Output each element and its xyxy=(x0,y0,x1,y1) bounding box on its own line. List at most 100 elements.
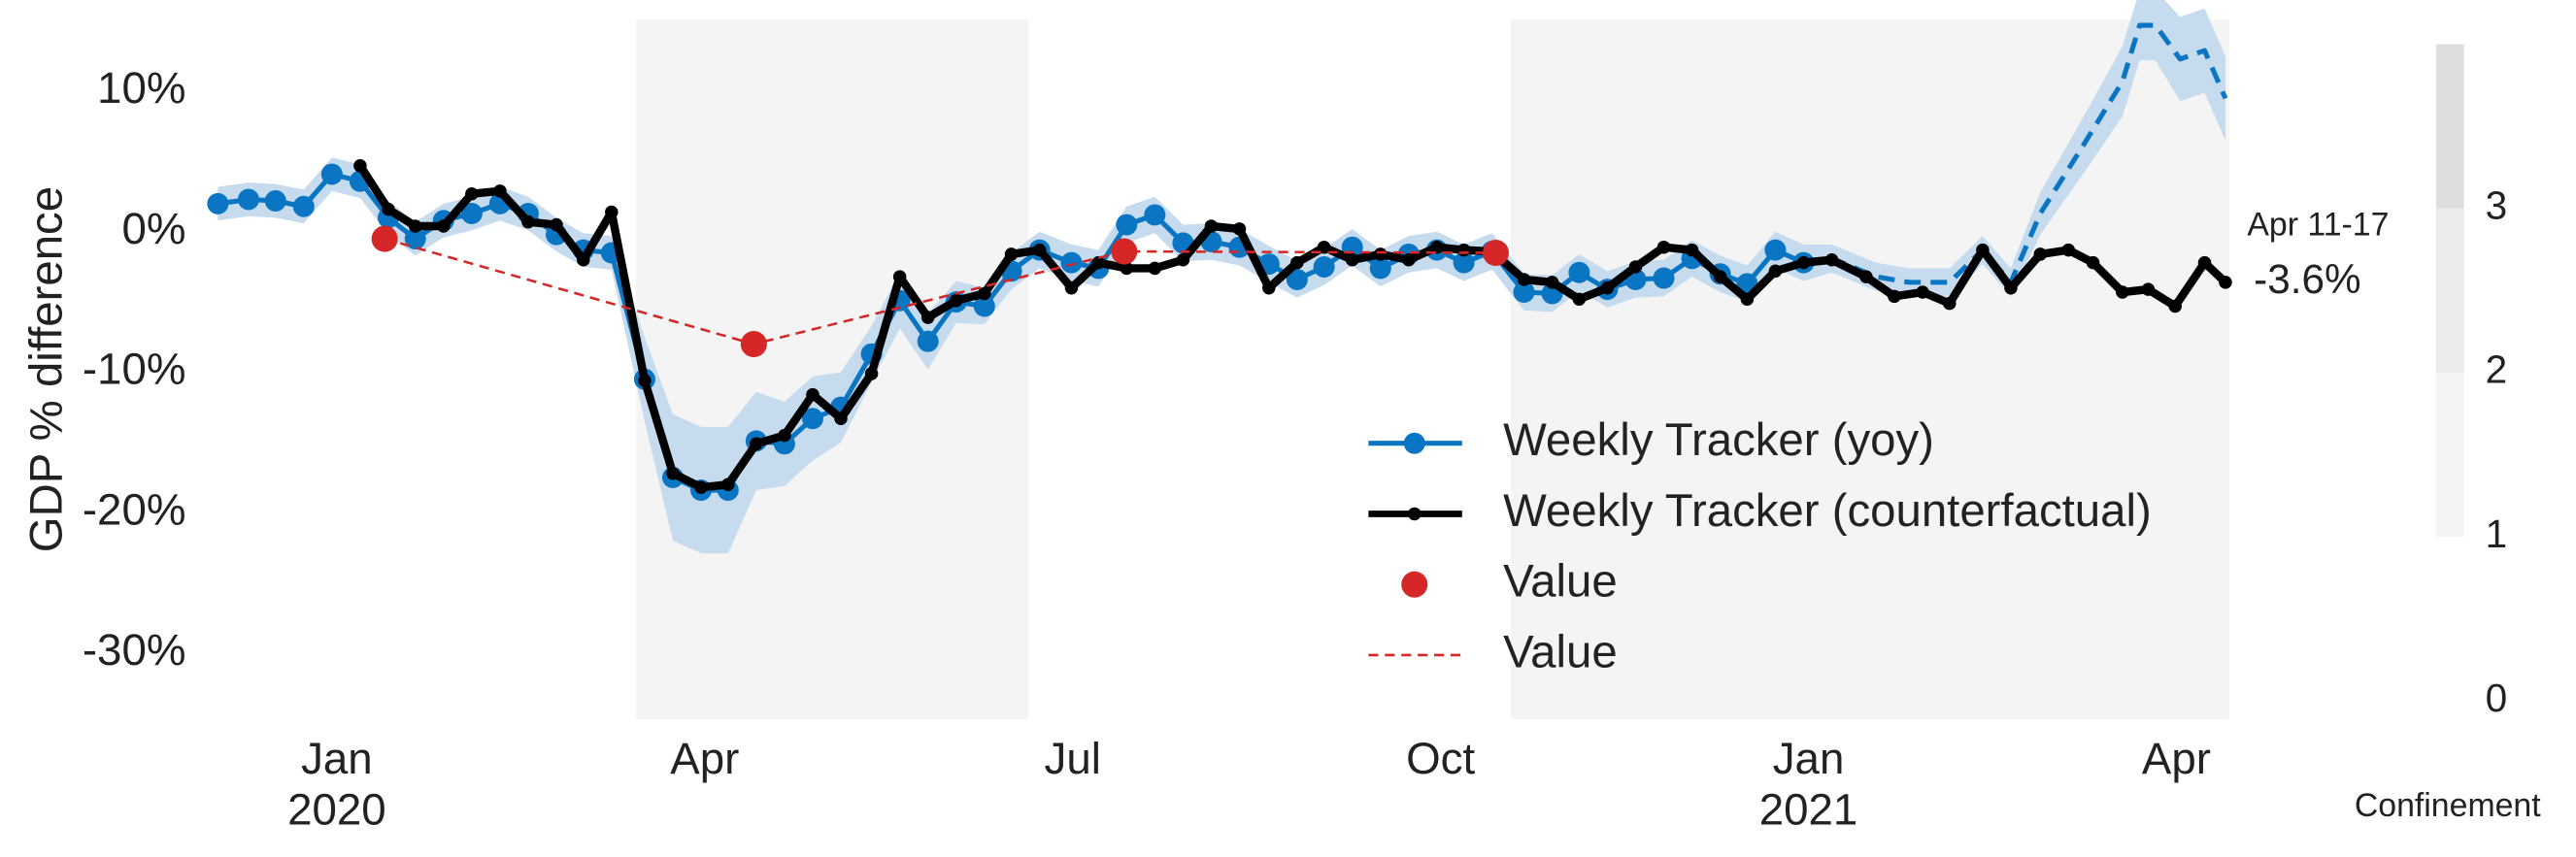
data-point xyxy=(1600,280,1615,295)
data-point xyxy=(1032,243,1047,257)
data-point xyxy=(1916,285,1929,299)
legend-label: Value xyxy=(1503,556,1618,608)
data-point xyxy=(1286,268,1308,290)
data-point xyxy=(1685,243,1699,257)
colorbar-tick-label: 1 xyxy=(2486,511,2508,556)
data-point xyxy=(550,217,563,232)
data-point xyxy=(1713,270,1727,283)
data-point xyxy=(750,437,763,451)
data-point xyxy=(404,228,426,250)
x-tick-label: Jan xyxy=(301,734,373,783)
data-point xyxy=(1144,204,1166,226)
data-point xyxy=(493,184,507,198)
data-point xyxy=(1740,292,1755,307)
data-point xyxy=(920,311,935,324)
data-point xyxy=(264,189,286,212)
colorbar-label: Confinement xyxy=(2355,787,2541,824)
data-point xyxy=(1796,255,1811,270)
data-point xyxy=(1768,264,1783,279)
confinement-region xyxy=(1510,19,2229,719)
data-point xyxy=(1317,240,1331,254)
data-point xyxy=(1572,292,1587,307)
data-point xyxy=(666,466,680,480)
data-point xyxy=(1456,243,1471,257)
data-point xyxy=(1859,270,1873,283)
data-point xyxy=(778,428,791,443)
data-point xyxy=(1545,276,1559,289)
data-point xyxy=(460,202,483,224)
data-point xyxy=(1764,239,1787,261)
data-point xyxy=(917,330,939,352)
data-point xyxy=(1290,255,1304,270)
data-point xyxy=(2004,280,2018,295)
data-point xyxy=(408,219,422,233)
data-point xyxy=(1402,252,1416,267)
data-point xyxy=(1091,255,1106,270)
data-point xyxy=(1568,261,1590,283)
data-point xyxy=(207,192,229,214)
colorbar-tick-label: 2 xyxy=(2486,347,2508,392)
data-point xyxy=(2086,255,2100,270)
data-point xyxy=(1628,260,1643,274)
data-point xyxy=(382,202,395,216)
data-point xyxy=(1513,281,1535,304)
data-point xyxy=(320,163,343,185)
x-tick-label: Jan xyxy=(1773,734,1845,783)
data-point xyxy=(521,214,535,229)
data-point xyxy=(1453,251,1475,274)
data-point xyxy=(465,186,479,201)
legend-swatch xyxy=(1401,571,1428,598)
series-line xyxy=(1803,22,2228,285)
data-point xyxy=(1176,252,1190,267)
data-point xyxy=(1430,240,1444,254)
data-point xyxy=(864,367,879,380)
data-point xyxy=(2219,276,2232,289)
data-point xyxy=(1976,243,1990,257)
data-point xyxy=(437,219,451,233)
y-tick-label: -10% xyxy=(83,345,186,394)
data-point xyxy=(237,188,259,211)
data-point xyxy=(949,293,963,308)
colorbar-tick-label: 0 xyxy=(2486,676,2508,720)
data-point xyxy=(1656,240,1671,254)
data-point xyxy=(1345,252,1359,267)
y-tick-label: -20% xyxy=(83,484,186,534)
data-point xyxy=(1204,219,1219,233)
legend-label: Weekly Tracker (yoy) xyxy=(1503,414,1934,466)
colorbar-tick-label: 3 xyxy=(2486,183,2508,228)
legend-label: Weekly Tracker (counterfactual) xyxy=(1503,485,2152,537)
y-axis-label: GDP % difference xyxy=(21,186,73,552)
data-point xyxy=(834,412,848,426)
data-point xyxy=(694,480,708,494)
data-point xyxy=(1004,247,1019,261)
data-point xyxy=(577,252,590,267)
data-point xyxy=(2197,255,2212,270)
data-point xyxy=(1148,261,1162,276)
data-point xyxy=(1373,247,1388,261)
data-point xyxy=(1653,267,1675,289)
legend-swatch xyxy=(1403,432,1425,454)
data-point xyxy=(353,159,367,173)
data-point xyxy=(605,205,619,219)
data-point xyxy=(1943,296,1957,311)
data-point xyxy=(1060,251,1083,274)
data-point xyxy=(892,270,907,283)
x-year-label: 2021 xyxy=(1759,784,1858,834)
data-point xyxy=(1116,214,1138,236)
data-point xyxy=(1313,255,1335,278)
x-tick-label: Jul xyxy=(1045,734,1101,783)
x-tick-label: Apr xyxy=(2142,734,2211,783)
data-point xyxy=(638,374,652,387)
data-point xyxy=(1120,261,1134,276)
colorbar-segment xyxy=(2435,44,2464,209)
data-point xyxy=(2141,282,2156,296)
data-point xyxy=(973,295,995,317)
data-point xyxy=(2116,285,2129,299)
data-point xyxy=(2168,299,2182,313)
legend-label: Value xyxy=(1503,626,1618,677)
data-point xyxy=(721,478,735,492)
annotation: Apr 11-17 xyxy=(2247,206,2389,243)
data-point xyxy=(292,195,315,217)
confinement-region xyxy=(636,19,1029,719)
